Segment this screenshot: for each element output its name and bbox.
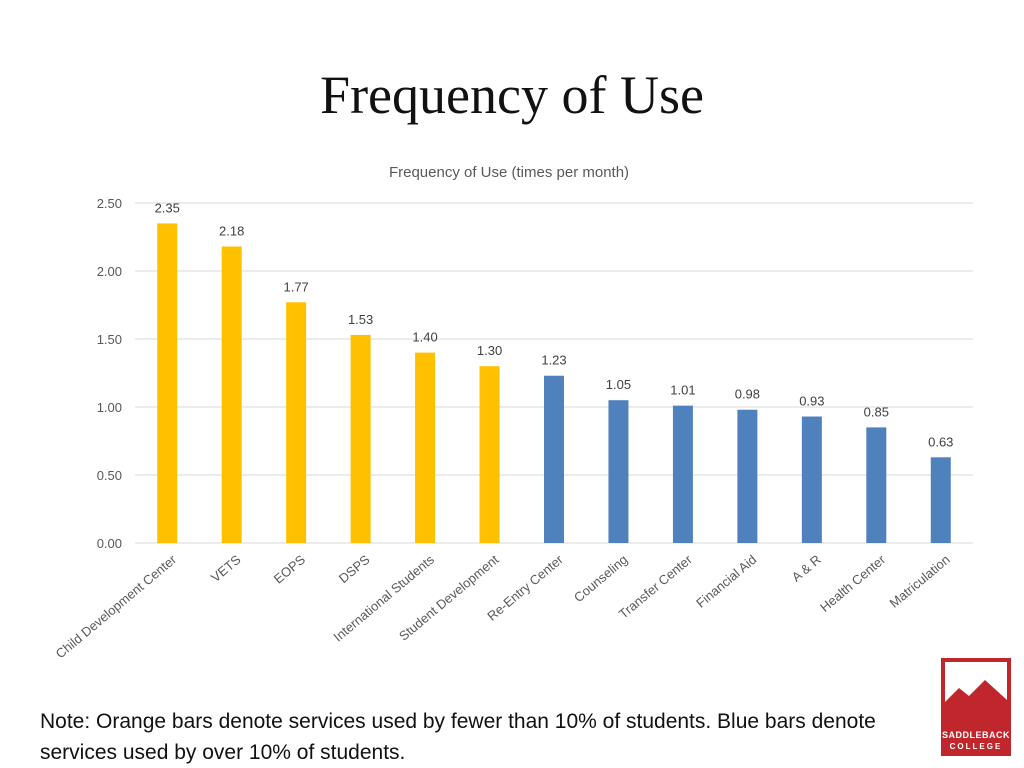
x-tick-label: VETS (208, 552, 244, 586)
x-tick-label: Child Development Center (53, 551, 180, 661)
data-label: 0.93 (799, 394, 824, 409)
footnote: Note: Orange bars denote services used b… (40, 710, 876, 764)
y-tick-label: 1.50 (97, 332, 122, 347)
data-label: 1.30 (477, 343, 502, 358)
y-tick-label: 1.00 (97, 400, 122, 415)
data-label: 1.53 (348, 312, 373, 327)
data-label: 1.23 (541, 353, 566, 368)
slide-title: Frequency of Use (320, 65, 704, 125)
x-tick-label: Matriculation (887, 552, 953, 611)
y-tick-label: 2.00 (97, 264, 122, 279)
logo-mountain-icon (941, 658, 1011, 756)
y-tick-label: 0.50 (97, 468, 122, 483)
data-label: 1.05 (606, 377, 631, 392)
data-label: 0.63 (928, 434, 953, 449)
x-tick-label: A & R (789, 552, 824, 585)
x-tick-label: Counseling (571, 552, 630, 605)
y-tick-label: 2.50 (97, 196, 122, 211)
bar (737, 409, 758, 543)
bar (157, 223, 178, 543)
logo-text-line1: SADDLEBACK (942, 730, 1010, 740)
data-label: 0.98 (735, 387, 760, 402)
data-label: 2.35 (155, 200, 180, 215)
logo-text-line2: COLLEGE (949, 742, 1003, 751)
bar (286, 302, 307, 543)
saddleback-college-logo: SADDLEBACK COLLEGE (941, 658, 1011, 756)
data-label: 1.40 (412, 330, 437, 345)
bar-chart: Frequency of Use (times per month) 0.00 0… (53, 164, 973, 661)
data-label: 1.77 (283, 279, 308, 294)
bar (866, 427, 887, 543)
bar (221, 246, 242, 543)
y-tick-label: 0.00 (97, 536, 122, 551)
chart-title: Frequency of Use (times per month) (389, 164, 629, 181)
bar (479, 366, 500, 543)
x-tick-label: DSPS (336, 552, 373, 586)
x-tick-label: Health Center (817, 551, 889, 614)
bar (801, 416, 822, 543)
x-tick-label: Financial Aid (693, 552, 759, 611)
data-label: 0.85 (864, 404, 889, 419)
data-label: 2.18 (219, 224, 244, 239)
bar (350, 334, 371, 543)
data-label: 1.01 (670, 383, 695, 398)
bar (544, 375, 564, 543)
bar (930, 457, 951, 543)
x-tick-label: EOPS (271, 552, 309, 587)
bar (608, 400, 629, 543)
bar (672, 405, 693, 543)
bar (415, 352, 436, 543)
